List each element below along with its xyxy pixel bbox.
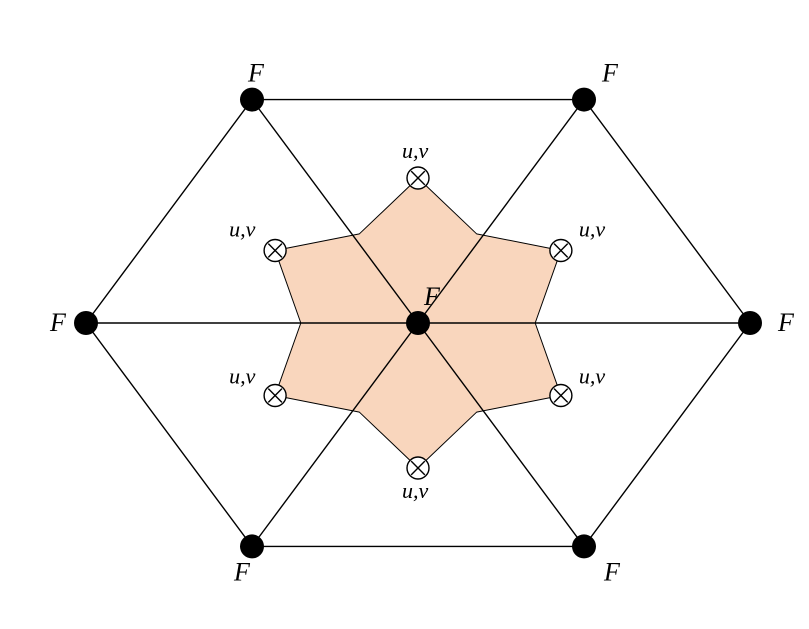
outer-node-label: F (49, 308, 67, 337)
inner-node-label: u,v (229, 364, 256, 389)
outer-node-label: F (603, 557, 621, 586)
outer-node (572, 534, 596, 558)
inner-node (264, 385, 286, 407)
center-node (406, 311, 430, 335)
outer-node-label: F (601, 59, 619, 88)
inner-node-label: u,v (579, 217, 606, 242)
outer-node-label: F (233, 557, 251, 586)
inner-node (407, 457, 429, 479)
inner-node-label: u,v (402, 138, 429, 163)
center-node-label: F (423, 282, 441, 311)
inner-node-label: u,v (229, 217, 256, 242)
inner-node-label: u,v (579, 364, 606, 389)
inner-node (407, 167, 429, 189)
inner-node (550, 385, 572, 407)
outer-node (240, 534, 264, 558)
inner-node (264, 240, 286, 262)
outer-node (738, 311, 762, 335)
outer-node-label: F (777, 308, 795, 337)
inner-node (550, 240, 572, 262)
outer-node (240, 88, 264, 112)
outer-node (74, 311, 98, 335)
outer-node (572, 88, 596, 112)
outer-node-label: F (247, 59, 265, 88)
inner-node-label: u,v (402, 478, 429, 503)
